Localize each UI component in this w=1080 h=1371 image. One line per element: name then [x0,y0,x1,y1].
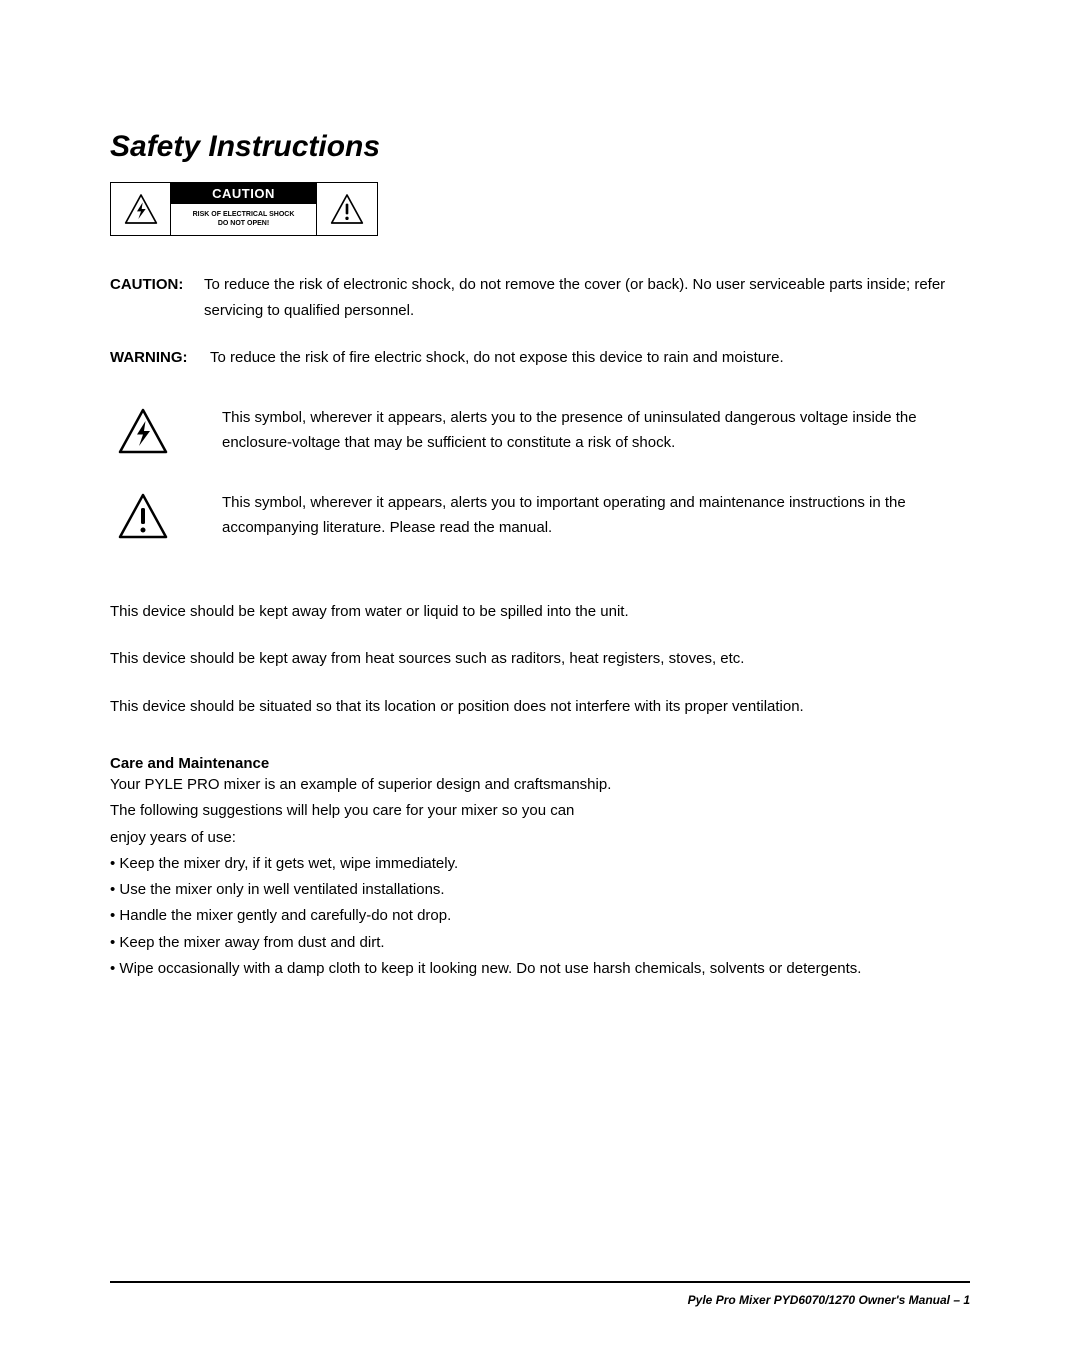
plain-paragraph: This device should be kept away from hea… [110,646,970,672]
care-intro-line: enjoy years of use: [110,825,970,851]
caution-paragraph: CAUTION: To reduce the risk of electroni… [110,272,970,323]
symbol-row-exclamation: This symbol, wherever it appears, alerts… [110,490,970,541]
plain-paragraphs: This device should be kept away from wat… [110,599,970,720]
care-intro-line: Your PYLE PRO mixer is an example of sup… [110,772,970,798]
caution-label: CAUTION: [110,272,200,323]
caution-box: CAUTION RISK OF ELECTRICAL SHOCK DO NOT … [110,182,378,236]
care-bullet-item: Use the mixer only in well ventilated in… [110,877,970,903]
warning-label: WARNING: [110,345,206,371]
caution-box-line2: DO NOT OPEN! [218,220,269,228]
caution-box-right-icon-cell [317,183,377,235]
document-page: Safety Instructions CAUTION RISK OF ELEC… [0,0,1080,1371]
care-intro-line: The following suggestions will help you … [110,798,970,824]
caution-box-left-icon-cell [111,183,171,235]
care-bullets: Keep the mixer dry, if it gets wet, wipe… [110,851,970,982]
care-bullet-item: Keep the mixer away from dust and dirt. [110,930,970,956]
warning-text: To reduce the risk of fire electric shoc… [210,345,970,371]
exclamation-triangle-icon [116,492,170,540]
footer-rule [110,1281,970,1283]
symbol-exclamation-text: This symbol, wherever it appears, alerts… [222,490,970,541]
care-heading: Care and Maintenance [110,755,970,772]
care-bullet-item: Wipe occasionally with a damp cloth to k… [110,956,970,982]
caution-box-subtext: RISK OF ELECTRICAL SHOCK DO NOT OPEN! [171,204,316,235]
care-body: Your PYLE PRO mixer is an example of sup… [110,772,970,982]
footer-text: Pyle Pro Mixer PYD6070/1270 Owner's Manu… [110,1293,970,1307]
symbol-lightning-text: This symbol, wherever it appears, alerts… [222,405,970,456]
page-footer: Pyle Pro Mixer PYD6070/1270 Owner's Manu… [110,1281,970,1307]
warning-paragraph: WARNING: To reduce the risk of fire elec… [110,345,970,371]
lightning-triangle-icon [116,407,170,455]
caution-box-center: CAUTION RISK OF ELECTRICAL SHOCK DO NOT … [171,183,317,235]
page-title: Safety Instructions [110,130,970,164]
exclamation-triangle-icon [329,193,365,225]
caution-text: To reduce the risk of electronic shock, … [204,272,970,323]
caution-box-line1: RISK OF ELECTRICAL SHOCK [193,211,295,219]
caution-box-heading: CAUTION [171,183,316,204]
care-bullet-item: Handle the mixer gently and carefully-do… [110,903,970,929]
plain-paragraph: This device should be situated so that i… [110,694,970,720]
care-bullet-item: Keep the mixer dry, if it gets wet, wipe… [110,851,970,877]
lightning-triangle-icon [123,193,159,225]
symbol-row-lightning: This symbol, wherever it appears, alerts… [110,405,970,456]
plain-paragraph: This device should be kept away from wat… [110,599,970,625]
